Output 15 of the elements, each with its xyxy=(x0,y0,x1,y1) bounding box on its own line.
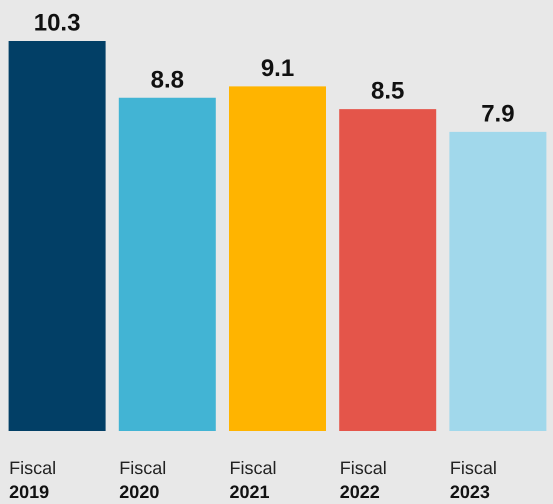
bar xyxy=(229,86,326,431)
x-tick-label: Fiscal 2020 xyxy=(119,458,166,502)
data-label: 10.3 xyxy=(34,10,80,36)
bar xyxy=(118,98,216,431)
data-label: 8.5 xyxy=(371,78,404,105)
x-tick-label: Fiscal 2019 xyxy=(9,458,56,502)
data-label: 7.9 xyxy=(481,100,515,128)
bar xyxy=(339,109,436,431)
data-label: 8.8 xyxy=(150,66,184,94)
bar xyxy=(8,41,106,431)
x-tick-label: Fiscal 2021 xyxy=(230,458,277,502)
data-label: 9.1 xyxy=(260,54,294,82)
x-tick-label: Fiscal 2022 xyxy=(340,458,387,502)
x-tick-label: Fiscal 2023 xyxy=(450,458,497,502)
bar xyxy=(449,132,546,431)
